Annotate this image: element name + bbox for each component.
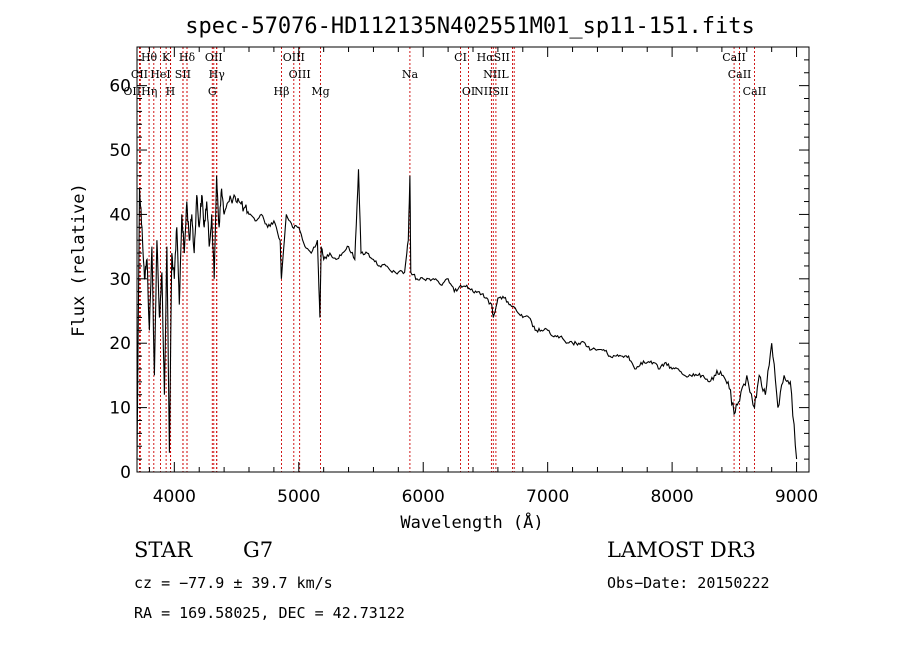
marker-label: CaII: [722, 51, 746, 64]
object-type: STAR: [134, 538, 193, 562]
x-axis-label: Wavelength (Å): [400, 511, 543, 533]
marker-label: OI: [462, 85, 475, 98]
plot-frame: [136, 46, 810, 473]
y-tick-label: 40: [109, 205, 131, 225]
line-marker-labels: Hθ K Hδ OII OIII CI HαSII CaII CII HeI SII Hγ OIII Na…: [123, 51, 766, 98]
chart-title: spec-57076-HD112135N402551M01_sp11-151.f…: [185, 14, 755, 39]
spectrum-line: [136, 169, 798, 460]
coordinates: RA = 169.58025, DEC = 42.73122: [134, 604, 405, 622]
marker-label: NIIL: [483, 68, 509, 81]
obs-date: Obs−Date: 20150222: [607, 574, 770, 592]
x-tick-label: 8000: [650, 487, 693, 507]
marker-label: OII: [205, 51, 223, 64]
y-tick-label: 0: [120, 463, 131, 483]
marker-label: NIISII: [474, 85, 509, 98]
x-tick-label: 7000: [526, 487, 569, 507]
marker-label: Na: [402, 68, 419, 81]
marker-label: H: [166, 85, 176, 98]
x-tick-label: 9000: [775, 487, 818, 507]
marker-label: G: [208, 85, 217, 98]
x-tick-label: 6000: [402, 487, 445, 507]
marker-label: Hθ: [141, 51, 158, 64]
marker-label: SII: [175, 68, 191, 81]
y-axis-ticks: 0 10 20 30 40 50 60: [109, 59, 809, 483]
marker-label: HαSII: [477, 51, 510, 64]
marker-label: Hβ: [274, 85, 290, 98]
marker-label: CII: [131, 68, 148, 81]
x-tick-label: 4000: [153, 487, 196, 507]
marker-label: HeI: [150, 68, 170, 81]
marker-label: Hγ: [209, 68, 226, 81]
marker-label: CI: [454, 51, 467, 64]
y-tick-label: 50: [109, 141, 131, 161]
marker-label: OIII: [289, 68, 311, 81]
marker-label: CaII: [728, 68, 752, 81]
y-tick-label: 10: [109, 399, 131, 419]
line-markers: [139, 47, 755, 472]
x-tick-label: 5000: [277, 487, 320, 507]
x-axis-ticks: 4000 5000 6000 7000 8000 9000: [148, 47, 818, 507]
subclass: G7: [243, 538, 274, 562]
redshift-cz: cz = −77.9 ± 39.7 km/s: [134, 574, 333, 592]
marker-label: OIII: [283, 51, 305, 64]
marker-label: Mg: [311, 85, 329, 98]
marker-label: OIIHη: [123, 85, 157, 98]
survey-name: LAMOST DR3: [607, 538, 756, 562]
marker-label: Hδ: [179, 51, 196, 64]
y-tick-label: 20: [109, 334, 131, 354]
y-tick-label: 30: [109, 270, 131, 290]
marker-label: K: [162, 51, 171, 64]
marker-label: CaII: [743, 85, 767, 98]
y-tick-label: 60: [109, 77, 131, 97]
y-axis-label: Flux (relative): [69, 183, 89, 337]
